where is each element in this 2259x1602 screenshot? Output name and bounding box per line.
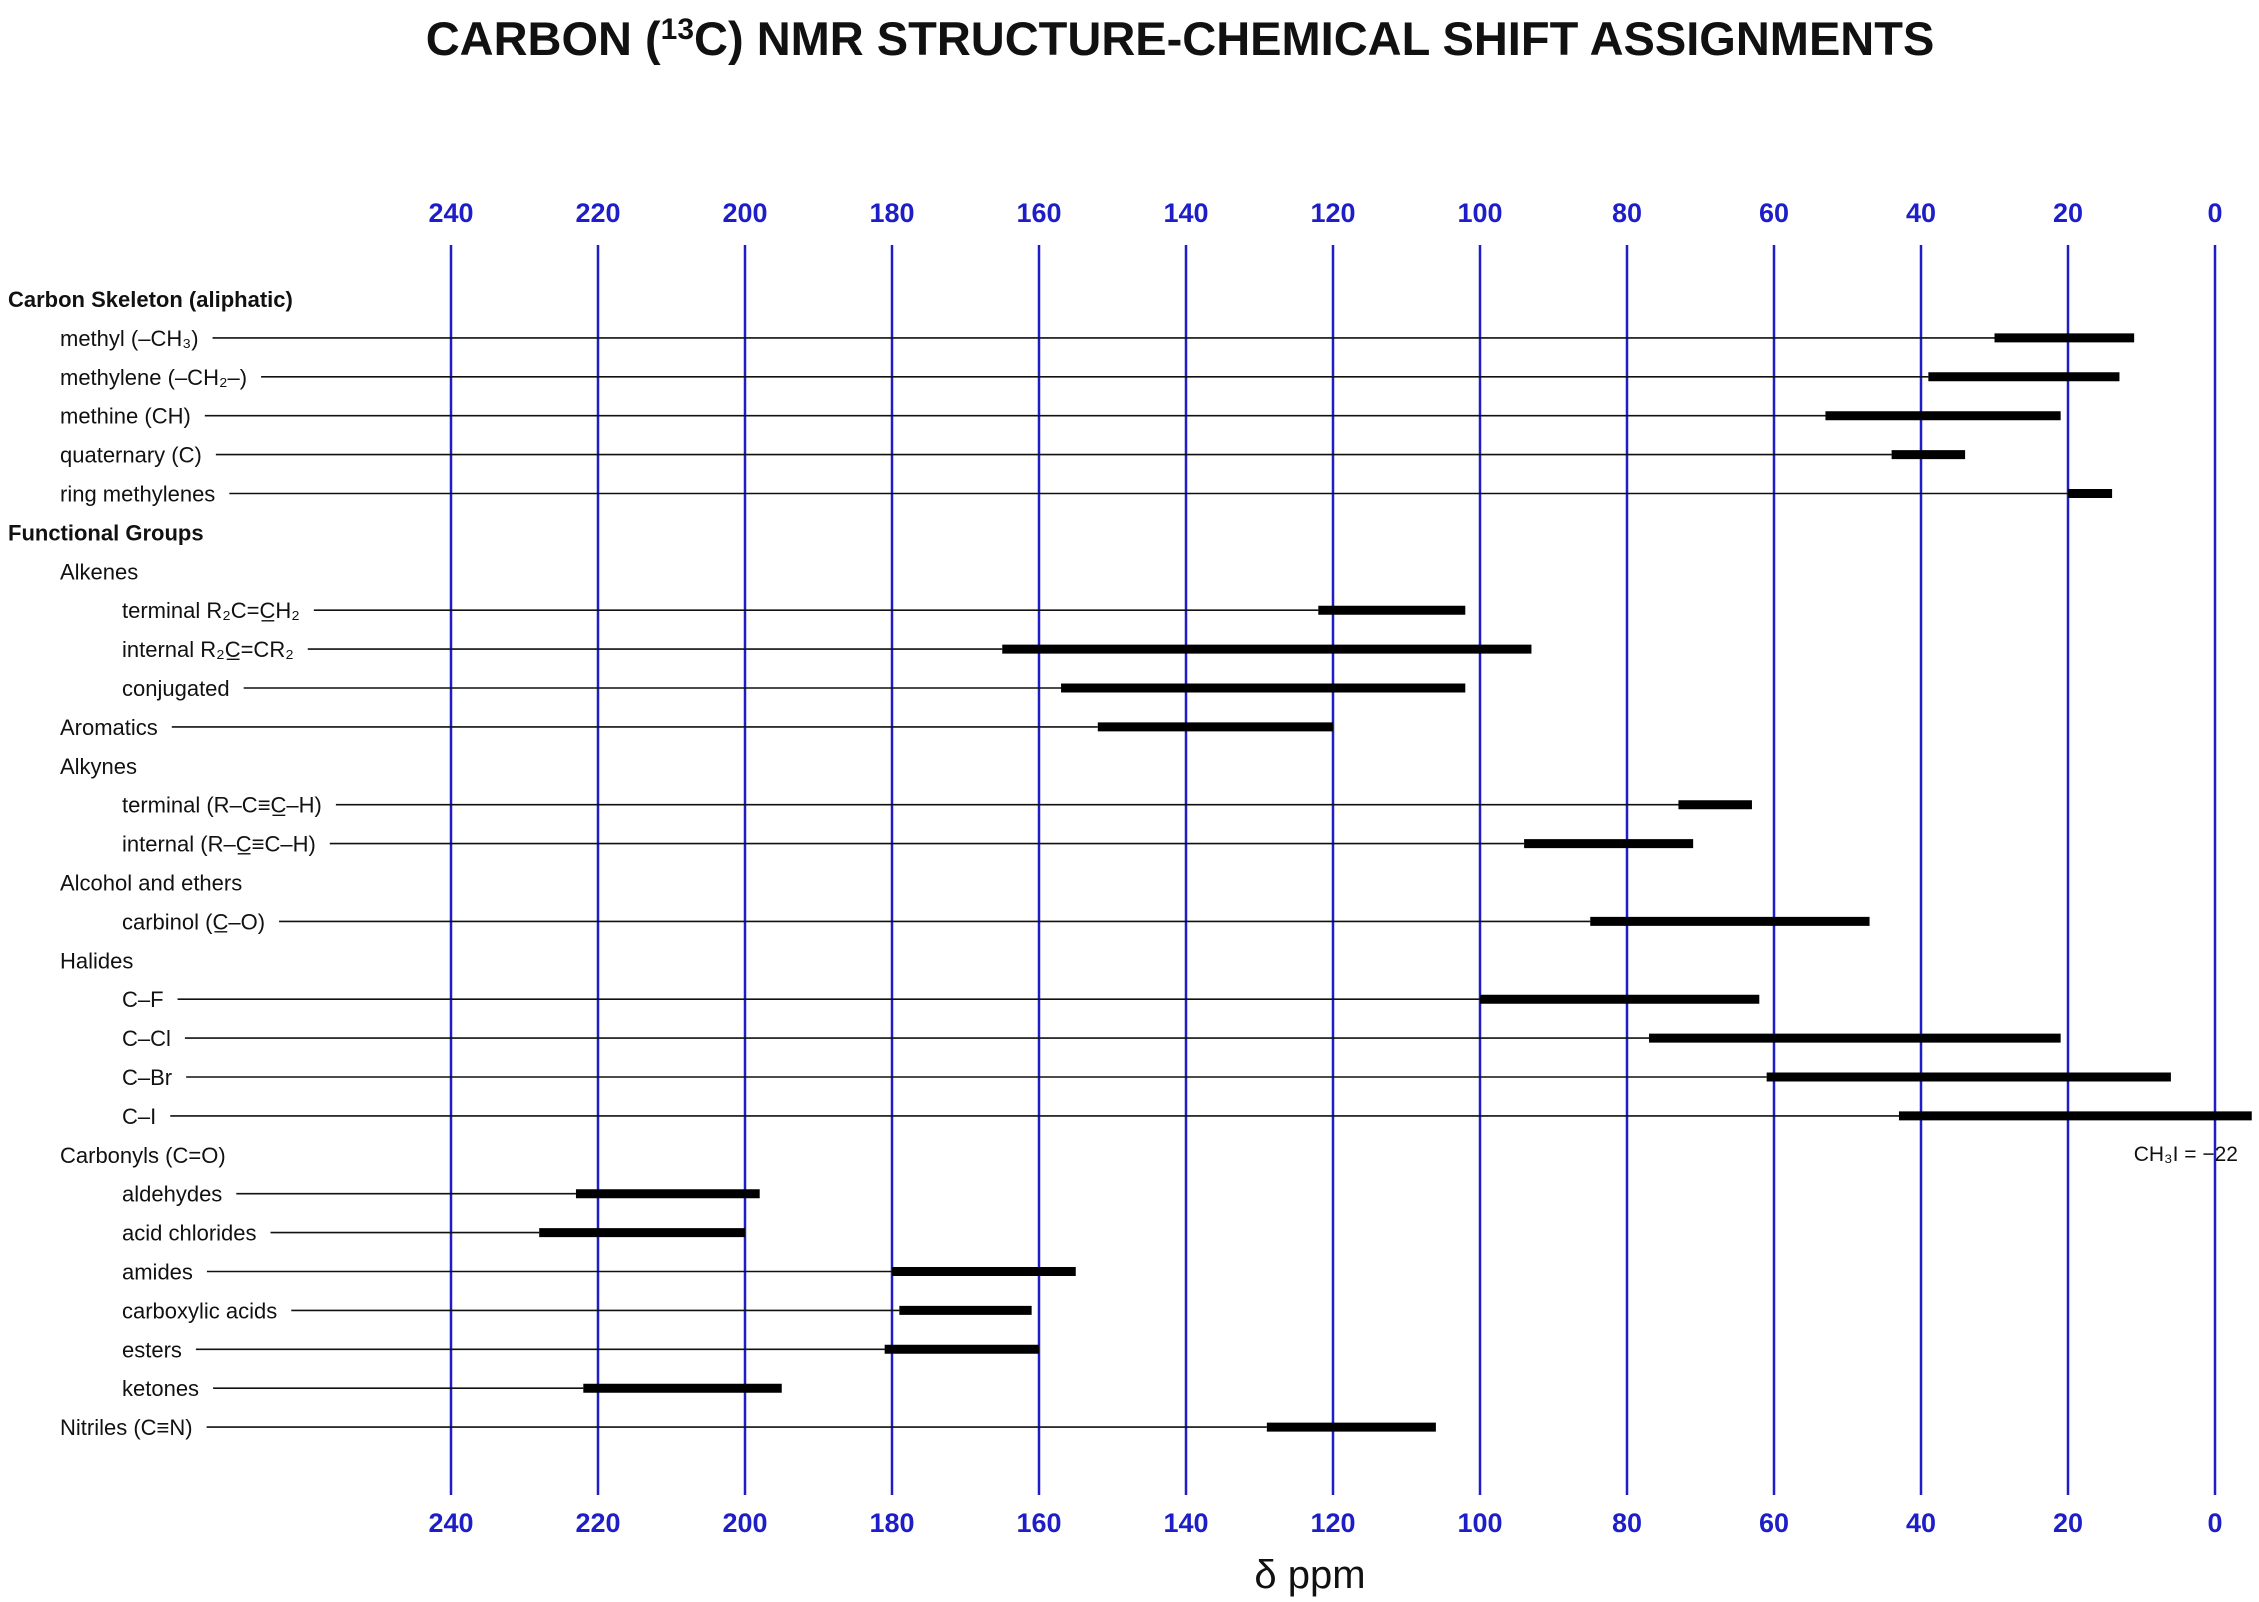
- row-label: ring methylenes: [60, 482, 215, 507]
- bottom-tick-label: 120: [1310, 1508, 1355, 1538]
- grid-lines: [449, 245, 2217, 1495]
- top-tick-label: 100: [1457, 198, 1502, 228]
- category-row: Alcohol and ethers: [60, 871, 242, 896]
- row-label: Halides: [60, 948, 133, 973]
- row-label: Carbonyls (C=O): [60, 1143, 226, 1168]
- bottom-tick-label: 240: [428, 1508, 473, 1538]
- row-label: Carbon Skeleton (aliphatic): [8, 287, 293, 312]
- range-note: CH₃I = −22: [2134, 1143, 2238, 1166]
- bottom-tick-label: 160: [1016, 1508, 1061, 1538]
- top-tick-label: 60: [1759, 198, 1789, 228]
- bottom-tick-label: 180: [869, 1508, 914, 1538]
- row-label: C–I: [122, 1104, 156, 1129]
- row-label: carbinol (C̲–O): [122, 909, 265, 934]
- data-row: carboxylic acids: [122, 1298, 1032, 1323]
- bottom-tick-labels: 240 220 200 180 160 140 120 100 80 60 40 20 0: [428, 1508, 2222, 1538]
- row-label: C–Br: [122, 1065, 172, 1090]
- title-part-1: CARBON (: [426, 12, 661, 65]
- bottom-tick-label: 220: [575, 1508, 620, 1538]
- row-label: aldehydes: [122, 1182, 222, 1207]
- row-label: C–Cl: [122, 1026, 171, 1051]
- row-label: quaternary (C): [60, 443, 202, 468]
- data-row: quaternary (C): [60, 443, 1966, 468]
- top-tick-label: 80: [1612, 198, 1642, 228]
- bottom-tick-label: 40: [1906, 1508, 1936, 1538]
- title-part-2: C) NMR STRUCTURE-CHEMICAL SHIFT ASSIGNME…: [694, 12, 1934, 65]
- row-label: amides: [122, 1260, 193, 1285]
- rows: Carbon Skeleton (aliphatic) methyl (–CH₃)…: [8, 287, 2252, 1440]
- row-label: Alkynes: [60, 754, 137, 779]
- category-row: Alkynes: [60, 754, 137, 779]
- data-row: internal R₂C̲=CR₂: [122, 637, 1532, 662]
- data-row: methyl (–CH₃): [60, 326, 2135, 351]
- data-row: terminal R₂C=C̲H₂: [122, 598, 1466, 623]
- top-tick-label: 200: [722, 198, 767, 228]
- data-row: carbinol (C̲–O): [122, 909, 1870, 934]
- data-row: C–Cl: [122, 1026, 2061, 1051]
- top-tick-label: 120: [1310, 198, 1355, 228]
- row-label: terminal (R–C≡C̲–H): [122, 793, 322, 818]
- data-row: aldehydes: [122, 1182, 760, 1207]
- row-label: internal (R–C̲≡C–H): [122, 832, 316, 857]
- data-row: methine (CH): [60, 404, 2061, 429]
- row-label: ketones: [122, 1376, 199, 1401]
- top-tick-label: 180: [869, 198, 914, 228]
- row-label: Alkenes: [60, 559, 138, 584]
- category-row: Functional Groups: [8, 520, 204, 545]
- bottom-tick-label: 0: [2207, 1508, 2222, 1538]
- row-label: internal R₂C̲=CR₂: [122, 637, 294, 662]
- top-tick-label: 220: [575, 198, 620, 228]
- row-label: C–F: [122, 987, 164, 1012]
- bottom-tick-label: 60: [1759, 1508, 1789, 1538]
- row-label: Functional Groups: [8, 520, 204, 545]
- row-label: Aromatics: [60, 715, 158, 740]
- row-label: Nitriles (C≡N): [60, 1415, 193, 1440]
- data-row: conjugated: [122, 676, 1466, 701]
- row-label: carboxylic acids: [122, 1298, 277, 1323]
- data-row: C–I CH₃I = −22: [122, 1104, 2252, 1166]
- top-tick-labels: 240 220 200 180 160 140 120 100 80 60 40 20 0: [428, 198, 2222, 228]
- data-row: amides: [122, 1260, 1076, 1285]
- top-tick-label: 240: [428, 198, 473, 228]
- row-label: terminal R₂C=C̲H₂: [122, 598, 300, 623]
- bottom-tick-label: 200: [722, 1508, 767, 1538]
- data-row: acid chlorides: [122, 1221, 745, 1246]
- category-row: Halides: [60, 948, 133, 973]
- row-label: methylene (–CH₂–): [60, 365, 247, 390]
- data-row: internal (R–C̲≡C–H): [122, 832, 1694, 857]
- chart-title: CARBON (13C) NMR STRUCTURE-CHEMICAL SHIF…: [426, 12, 1935, 65]
- row-label: methyl (–CH₃): [60, 326, 199, 351]
- data-row: methylene (–CH₂–): [60, 365, 2120, 390]
- top-tick-label: 20: [2053, 198, 2083, 228]
- top-tick-label: 140: [1163, 198, 1208, 228]
- category-row: Carbonyls (C=O): [60, 1143, 226, 1168]
- row-label: acid chlorides: [122, 1221, 257, 1246]
- category-row: Alkenes: [60, 559, 138, 584]
- data-row: esters: [122, 1337, 1039, 1362]
- data-row: C–Br: [122, 1065, 2171, 1090]
- bottom-tick-label: 80: [1612, 1508, 1642, 1538]
- bottom-tick-label: 100: [1457, 1508, 1502, 1538]
- row-label: Alcohol and ethers: [60, 871, 242, 896]
- row-label: conjugated: [122, 676, 230, 701]
- data-row: ketones: [122, 1376, 782, 1401]
- data-row: Nitriles (C≡N): [60, 1415, 1436, 1440]
- row-label: esters: [122, 1337, 182, 1362]
- bottom-tick-label: 140: [1163, 1508, 1208, 1538]
- data-row: ring methylenes: [60, 482, 2113, 507]
- top-tick-label: 40: [1906, 198, 1936, 228]
- row-label: methine (CH): [60, 404, 191, 429]
- title-superscript: 13: [661, 13, 694, 46]
- x-axis-label: δ ppm: [1254, 1553, 1365, 1597]
- data-row: terminal (R–C≡C̲–H): [122, 793, 1752, 818]
- bottom-tick-label: 20: [2053, 1508, 2083, 1538]
- data-row: C–F: [122, 987, 1760, 1012]
- data-row: Aromatics: [60, 715, 1333, 740]
- top-tick-label: 160: [1016, 198, 1061, 228]
- category-row: Carbon Skeleton (aliphatic): [8, 287, 293, 312]
- top-tick-label: 0: [2207, 198, 2222, 228]
